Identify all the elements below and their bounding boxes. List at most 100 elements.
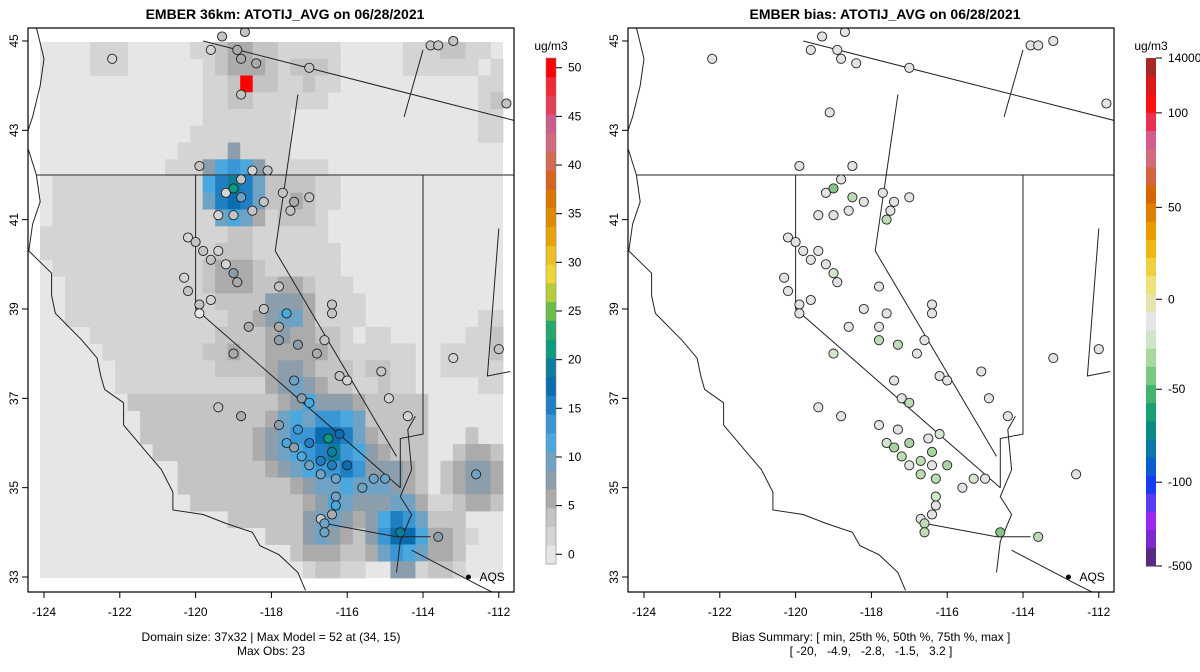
coastline [28,28,306,591]
model-grid-cell [177,393,191,411]
colorbar-swatch [1146,348,1156,367]
bias-site-marker [1048,35,1059,47]
colorbar-swatch [1146,493,1156,512]
obs-site-marker [236,174,247,185]
colorbar-swatch [546,226,556,246]
model-grid-cell [302,243,316,261]
model-grid-cell [277,226,291,244]
model-grid-cell [90,176,103,194]
model-grid-cell [252,176,266,194]
colorbar-swatch [1146,384,1156,404]
model-grid-cell [77,243,91,261]
bias-site-marker [820,187,831,198]
model-grid-cell [152,377,166,395]
model-grid-cell [252,427,266,445]
model-grid-cell [478,360,491,378]
model-grid-cell [190,494,204,512]
obs-site-marker [232,277,243,288]
colorbar-swatch [546,189,556,209]
model-grid-cell [240,477,254,495]
colorbar-tick-label: 20 [568,353,582,367]
model-y-tick-label: 33 [7,570,21,584]
bias-site-marker [798,245,809,256]
bias-site-marker [915,455,926,466]
bias-site-marker [828,210,839,221]
model-grid-cell [290,360,304,378]
state-border [795,175,1001,489]
model-grid-cell [127,360,141,378]
model-grid-cell [190,377,204,395]
model-grid-cell [440,58,454,76]
model-grid-cell [102,343,116,361]
model-grid-cell [277,293,291,311]
model-grid-cell [452,511,466,529]
model-grid-cell [65,310,78,328]
bias-site-marker [828,268,839,279]
obs-site-marker [319,335,330,346]
model-grid-cell [315,192,329,210]
obs-site-marker [205,254,216,265]
bias-site-marker [995,527,1006,538]
model-grid-cell [365,511,379,529]
colorbar-swatch [1146,130,1156,150]
model-grid-cell [340,561,354,579]
obs-site-marker [239,28,250,38]
colorbar-swatch [546,339,556,359]
model-grid-cell [377,410,391,428]
model-grid-cell [90,58,103,76]
model-grid-cell [465,360,479,378]
model-grid-cell [140,276,153,294]
model-grid-cell [202,142,216,160]
colorbar-swatch [546,207,556,228]
model-grid-cell [190,343,204,361]
model-grid-cell [227,326,241,344]
model-grid-cell [377,377,391,395]
bias-site-marker [790,236,801,248]
model-grid-cell [327,544,341,562]
model-grid-cell [478,477,491,495]
model-grid-cell [140,377,153,395]
model-grid-cell [327,192,341,210]
model-grid-cell [202,310,216,328]
model-grid-cell [340,276,354,294]
model-grid-cell [77,310,91,328]
model-grid-cell [165,377,178,395]
bias-site-marker [843,321,854,332]
colorbar-swatch [1146,529,1156,549]
model-grid-cell [102,310,116,328]
model-grid-cell [252,259,266,277]
obs-site-marker [326,299,338,310]
model-grid-cell [265,293,279,311]
model-grid-cell [215,494,229,512]
model-grid-cell [240,444,254,462]
model-grid-cell [215,125,229,143]
model-grid-cell [340,293,354,311]
colorbar-swatch [546,526,556,546]
model-grid-cell [340,477,354,495]
model-grid-cell [478,92,491,110]
model-grid-cell [277,58,291,76]
bias-y-tick-label: 45 [607,34,621,48]
model-grid-cell [215,142,229,160]
model-grid-cell [315,310,329,328]
obs-site-marker [194,299,205,310]
obs-site-marker [326,460,338,471]
model-grid-cell [465,42,479,60]
obs-site-marker [273,335,285,346]
model-grid-cell [390,477,404,495]
model-grid-cell [227,243,241,261]
model-grid-cell [352,310,366,328]
model-grid-cell [152,293,166,311]
model-grid-cell [77,293,91,311]
obs-site-marker [258,303,269,315]
model-grid-cell [402,58,416,76]
model-grid-cell [215,343,229,361]
state-border [874,250,997,457]
colorbar-tick-label: 45 [568,109,582,123]
bias-site-marker [934,370,945,382]
model-grid-cell [190,444,204,462]
model-grid-cell [440,460,454,478]
model-grid-cell [402,494,416,512]
state-border [399,175,424,488]
model-grid-cell [252,444,266,462]
